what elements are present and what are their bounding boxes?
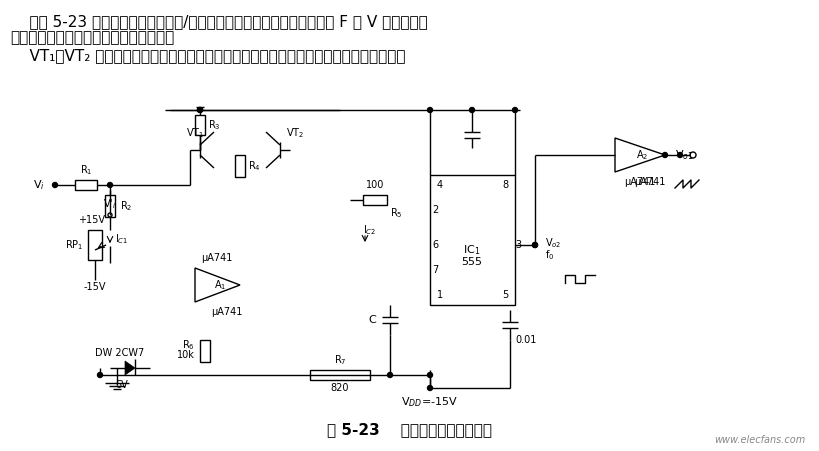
Text: 特性，在电子乐器中用以产生音符频率。: 特性，在电子乐器中用以产生音符频率。 [10, 30, 174, 45]
Text: +15V: +15V [79, 215, 106, 225]
Text: R$_1$: R$_1$ [79, 163, 92, 177]
Text: V$_{o1}$: V$_{o1}$ [674, 148, 693, 162]
Text: I$_{C2}$: I$_{C2}$ [363, 223, 376, 237]
Bar [75, 180, 97, 190]
Text: 如图 5-23 所示，本电路包括电压/电流转换器、锯齿波产生器，可实现 F 和 V 的指数转换: 如图 5-23 所示，本电路包括电压/电流转换器、锯齿波产生器，可实现 F 和 … [10, 14, 428, 29]
Text: R$_2$: R$_2$ [120, 199, 132, 213]
Circle shape [52, 183, 57, 188]
Circle shape [107, 183, 112, 188]
Circle shape [387, 373, 392, 377]
Text: 1: 1 [437, 290, 442, 300]
Bar [310, 370, 369, 380]
Text: R$_5$: R$_5$ [390, 206, 402, 220]
Text: 6: 6 [432, 240, 437, 250]
Text: V$_i$: V$_i$ [33, 178, 45, 192]
Text: A$_1$: A$_1$ [213, 278, 226, 292]
Text: -15V: -15V [84, 282, 106, 292]
Text: RP$_1$: RP$_1$ [65, 238, 83, 252]
Circle shape [532, 243, 536, 248]
Text: μA741: μA741 [634, 177, 665, 187]
Text: 6V: 6V [115, 380, 129, 390]
Circle shape [197, 107, 202, 112]
Text: IC$_1$: IC$_1$ [463, 243, 480, 257]
Circle shape [427, 107, 432, 112]
Bar [195, 115, 205, 135]
Text: R$_4$: R$_4$ [247, 159, 260, 173]
Circle shape [427, 373, 432, 377]
Text: μA741: μA741 [201, 253, 233, 263]
Text: R$_3$: R$_3$ [208, 118, 220, 132]
Text: 0.01: 0.01 [514, 335, 536, 345]
Text: A$_2$: A$_2$ [636, 148, 648, 162]
Text: 2: 2 [432, 205, 437, 215]
Circle shape [97, 373, 102, 377]
Text: R$_7$: R$_7$ [333, 353, 346, 367]
Text: www.elecfans.com: www.elecfans.com [713, 435, 804, 445]
Circle shape [469, 107, 474, 112]
Bar [363, 195, 387, 205]
Text: VT₁、VT₂ 组成的差分对管用以实现电压到电流的转换，要求两管的频率特性尽量一致。: VT₁、VT₂ 组成的差分对管用以实现电压到电流的转换，要求两管的频率特性尽量一… [10, 48, 405, 63]
Text: 3: 3 [514, 240, 521, 250]
Text: V'$_i$: V'$_i$ [103, 197, 116, 211]
Text: VT$_2$: VT$_2$ [286, 126, 304, 140]
Text: μA741: μA741 [623, 177, 655, 187]
Text: DW 2CW7: DW 2CW7 [95, 348, 144, 358]
Text: V$_{o2}$: V$_{o2}$ [545, 236, 561, 250]
Bar [88, 230, 102, 260]
Text: 4: 4 [437, 180, 442, 190]
Text: I$_{C1}$: I$_{C1}$ [115, 232, 129, 246]
Text: R$_6$: R$_6$ [182, 338, 195, 352]
Bar [235, 155, 245, 177]
Text: C: C [368, 315, 375, 325]
Bar [429, 175, 514, 305]
Text: 图 5-23    指数式压控振荡器电路: 图 5-23 指数式压控振荡器电路 [327, 423, 492, 437]
Circle shape [676, 152, 681, 157]
Text: 8: 8 [501, 180, 508, 190]
Bar [105, 195, 115, 217]
Text: f$_0$: f$_0$ [545, 248, 554, 262]
Polygon shape [124, 361, 135, 375]
Text: 100: 100 [365, 180, 384, 190]
Circle shape [532, 243, 536, 248]
Circle shape [427, 386, 432, 391]
Text: VT$_1$: VT$_1$ [186, 126, 204, 140]
Text: 5: 5 [501, 290, 508, 300]
Text: 7: 7 [432, 265, 437, 275]
Circle shape [662, 152, 667, 157]
Text: μA741: μA741 [210, 307, 242, 317]
Text: V$_{DD}$=-15V: V$_{DD}$=-15V [401, 395, 458, 409]
Text: 10k: 10k [177, 350, 195, 360]
Text: 820: 820 [330, 383, 349, 393]
Circle shape [197, 107, 202, 112]
Bar [200, 340, 210, 362]
Text: 555: 555 [461, 257, 482, 267]
Circle shape [512, 107, 517, 112]
